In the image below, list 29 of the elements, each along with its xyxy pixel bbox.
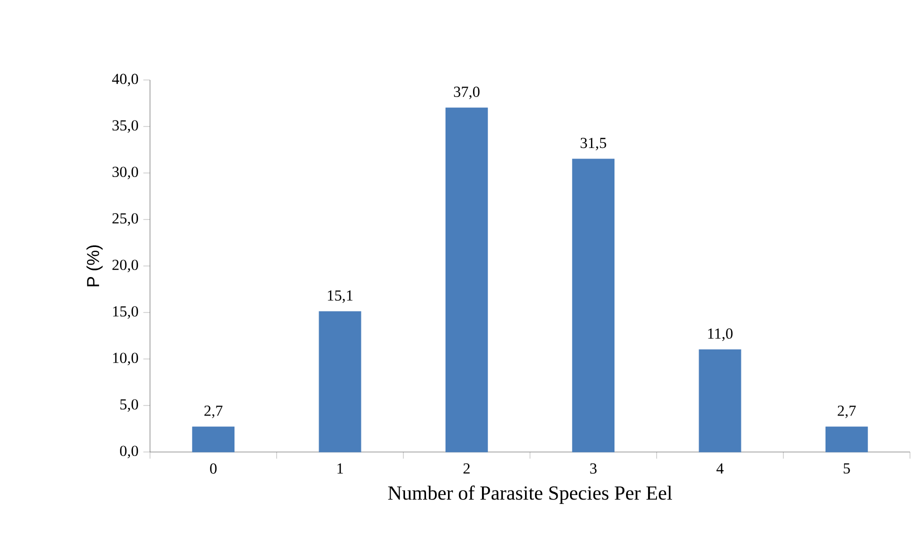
data-label: 2,7	[838, 406, 856, 418]
bar	[825, 426, 868, 452]
x-tick-label: 5	[844, 463, 850, 474]
x-tick-label: 0	[210, 463, 217, 474]
y-tick-label: 0,0	[120, 446, 138, 458]
y-tick-label: 30,0	[112, 166, 138, 180]
bar	[572, 158, 614, 452]
y-axis-title: P (%)	[86, 245, 103, 286]
x-tick-label: 2	[464, 463, 470, 474]
x-tick-label: 3	[590, 463, 597, 474]
data-label: 11,0	[708, 328, 733, 341]
y-tick-label: 35,0	[112, 120, 138, 133]
y-tick-label: 5,0	[120, 399, 138, 412]
x-tick-label: 1	[338, 463, 343, 474]
bar	[318, 311, 362, 452]
x-tick-label: 4	[716, 463, 724, 474]
data-label: 37,0	[454, 86, 480, 100]
data-label: 15,1	[328, 290, 352, 303]
y-tick-label: 15,0	[113, 306, 138, 319]
data-label: 2,7	[204, 406, 222, 418]
y-tick-label: 20,0	[112, 260, 138, 272]
y-tick-label: 40,0	[112, 74, 138, 86]
x-axis-title: Number of Parasite Species Per Eel	[388, 486, 672, 504]
y-tick-label: 25,0	[112, 213, 138, 226]
y-tick-label: 10,0	[113, 352, 138, 366]
bar	[446, 108, 488, 452]
bar	[698, 349, 742, 452]
bar	[192, 426, 235, 452]
data-label: 31,5	[580, 138, 606, 150]
